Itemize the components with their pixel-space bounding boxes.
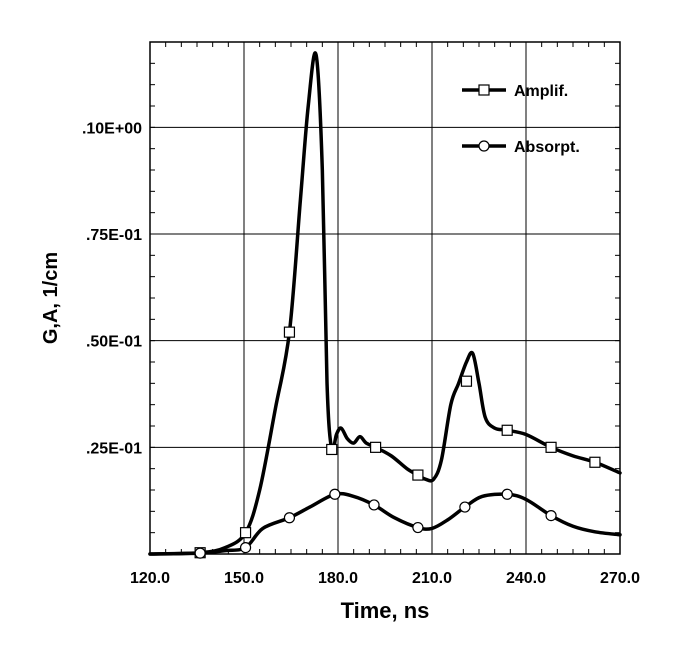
plot-frame (149, 41, 621, 555)
y-tick-label: .75E-01 (86, 227, 142, 244)
data-point-absorpt (329, 488, 341, 500)
data-point-absorpt (501, 488, 513, 500)
y-tick-labels: .25E-01 .50E-01 .75E-01 .10E+00 (82, 120, 142, 457)
x-tick-label: 240.0 (506, 570, 546, 587)
data-point-absorpt (368, 499, 380, 511)
x-axis-title: Time, ns (341, 598, 430, 623)
data-point-amplif (501, 424, 513, 436)
legend-label-absorpt: Absorpt. (514, 139, 580, 156)
legend: Amplif. Absorpt. (462, 83, 580, 156)
data-point-absorpt (194, 547, 206, 559)
data-point-absorpt (545, 509, 557, 522)
series-line-amplif (148, 51, 622, 556)
series-lines (148, 51, 622, 559)
data-point-amplif (239, 527, 252, 539)
x-tick-labels: 120.0 150.0 180.0 210.0 240.0 270.0 (130, 570, 640, 587)
x-tick-label: 270.0 (600, 570, 640, 587)
data-point-amplif (589, 456, 601, 468)
x-tick-label: 210.0 (412, 570, 452, 587)
legend-label-amplif: Amplif. (514, 83, 568, 100)
y-axis-title: G,A, 1/cm (40, 252, 62, 344)
data-point-amplif (460, 375, 473, 387)
data-point-absorpt (459, 501, 471, 513)
data-point-amplif (545, 441, 557, 453)
legend-marker-amplif (478, 84, 490, 96)
data-point-absorpt (412, 521, 424, 534)
data-point-amplif (370, 441, 382, 453)
x-tick-label: 180.0 (318, 570, 358, 587)
data-point-amplif (326, 443, 338, 456)
data-point-amplif (283, 326, 296, 338)
y-tick-label: .50E-01 (86, 334, 142, 351)
x-tick-label: 120.0 (130, 570, 170, 587)
x-tick-label: 150.0 (224, 570, 264, 587)
grid (149, 41, 621, 555)
y-tick-label: .10E+00 (82, 120, 142, 137)
data-point-amplif (412, 469, 424, 481)
data-point-absorpt (283, 512, 296, 524)
legend-marker-absorpt (478, 140, 490, 152)
y-tick-label: .25E-01 (86, 440, 142, 457)
data-point-absorpt (239, 541, 252, 554)
series-line-absorpt (148, 491, 622, 556)
